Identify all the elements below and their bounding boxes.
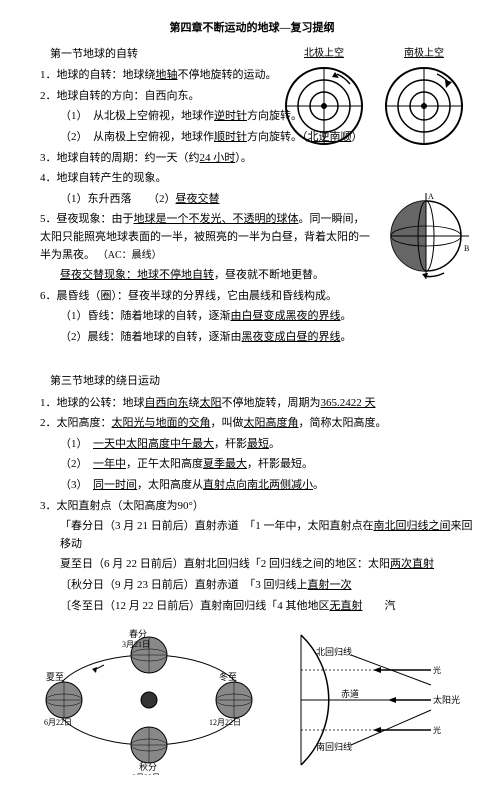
polar-diagrams: 北极上空 南极上空	[279, 46, 479, 156]
bottom-diagrams: 春分 3月21日 夏至 6月22日 秋分 9月23日 冬至 12月22日	[30, 625, 474, 775]
svg-text:夏至: 夏至	[46, 672, 64, 682]
page-title: 第四章不断运动的地球—复习提纲	[30, 20, 474, 38]
svg-text:北回归线: 北回归线	[316, 646, 352, 657]
day-night-svg: A B	[384, 191, 474, 286]
globe-autumn: 秋分 9月23日	[131, 727, 167, 775]
south-polar-svg	[382, 64, 467, 149]
svg-text:光: 光	[433, 665, 441, 675]
svg-text:秋分: 秋分	[139, 761, 157, 772]
svg-text:南回归线: 南回归线	[316, 741, 352, 752]
svg-text:春分: 春分	[129, 628, 147, 639]
s3-item3-autumn: 〔秋分日（9 月 23 日前后）直射赤道 「3 回归线上直射一次	[60, 577, 474, 595]
section3-title: 第三节地球的绕日运动	[50, 373, 474, 391]
svg-text:3月21日: 3月21日	[122, 640, 150, 649]
svg-text:12月22日: 12月22日	[209, 718, 241, 727]
s3-item2-2: （2） 一年中，正午太阳高度夏季最大，杆影最短。	[60, 456, 474, 474]
svg-text:B: B	[464, 244, 469, 253]
s1-item4: 4．地球自转产生的现象。	[40, 170, 474, 188]
south-polar-view: 南极上空	[379, 46, 469, 156]
s1-item6-2: （2）晨线：随着地球的自转，逐渐由黑夜变成白昼的界线。	[60, 329, 474, 347]
svg-text:光: 光	[433, 725, 441, 735]
svg-text:A: A	[428, 192, 434, 201]
globe-spring: 春分 3月21日	[122, 628, 167, 673]
south-polar-label: 南极上空	[379, 46, 469, 62]
s1-item6-1: （1）昏线：随着地球的自转，逐渐由白昼变成黑夜的界线。	[60, 308, 474, 326]
s3-item3-winter: 〔冬至日（12 月 22 日前后）直射南回归线「4 其他地区无直射 汽	[60, 598, 474, 616]
s3-item1: 1．地球的公转：地球自西向东绕太阳不停地旋转，周期为365.2422 天	[40, 395, 474, 413]
svg-text:太阳光: 太阳光	[433, 694, 460, 705]
s3-item2-3: （3） 同一时间，太阳高度从直射点向南北两侧减小。	[60, 477, 474, 495]
svg-text:赤道: 赤道	[341, 688, 359, 699]
svg-text:9月23日: 9月23日	[132, 773, 160, 775]
s3-item2-1: （1） 一天中太阳高度中午最大，杆影最短。	[60, 436, 474, 454]
svg-text:6月22日: 6月22日	[44, 718, 72, 727]
orbit-svg: 春分 3月21日 夏至 6月22日 秋分 9月23日 冬至 12月22日	[44, 625, 254, 775]
north-polar-label: 北极上空	[279, 46, 369, 62]
globe-winter: 冬至 12月22日	[209, 671, 252, 727]
s3-item3-summer: 夏至日（6 月 22 日前后）直射北回归线「2 回归线之间的地区：太阳两次直射	[60, 556, 474, 574]
section-1b-container: A B （1）东升西落 （2）昼夜交替 5．昼夜现象：由于地球是一个不发光、不透…	[30, 191, 474, 347]
day-night-diagram: A B	[384, 191, 474, 293]
globe-summer: 夏至 6月22日	[44, 672, 82, 727]
s3-item3-spring: 「春分日（3 月 21 日前后）直射赤道 「1 一年中，太阳直射点在南北回归线之…	[60, 518, 474, 553]
s3-item2: 2．太阳高度：太阳光与地面的交角，叫做太阳高度角，简称太阳高度。	[40, 415, 474, 433]
north-polar-view: 北极上空	[279, 46, 369, 156]
sunlight-svg: 北回归线 赤道 南回归线 光 太阳光 光	[281, 625, 461, 775]
section-1-container: 北极上空 南极上空	[30, 46, 474, 188]
s3-item3: 3．太阳直射点（太阳高度为90°）	[40, 498, 474, 516]
north-polar-svg	[282, 64, 367, 149]
svg-text:冬至: 冬至	[219, 671, 237, 682]
